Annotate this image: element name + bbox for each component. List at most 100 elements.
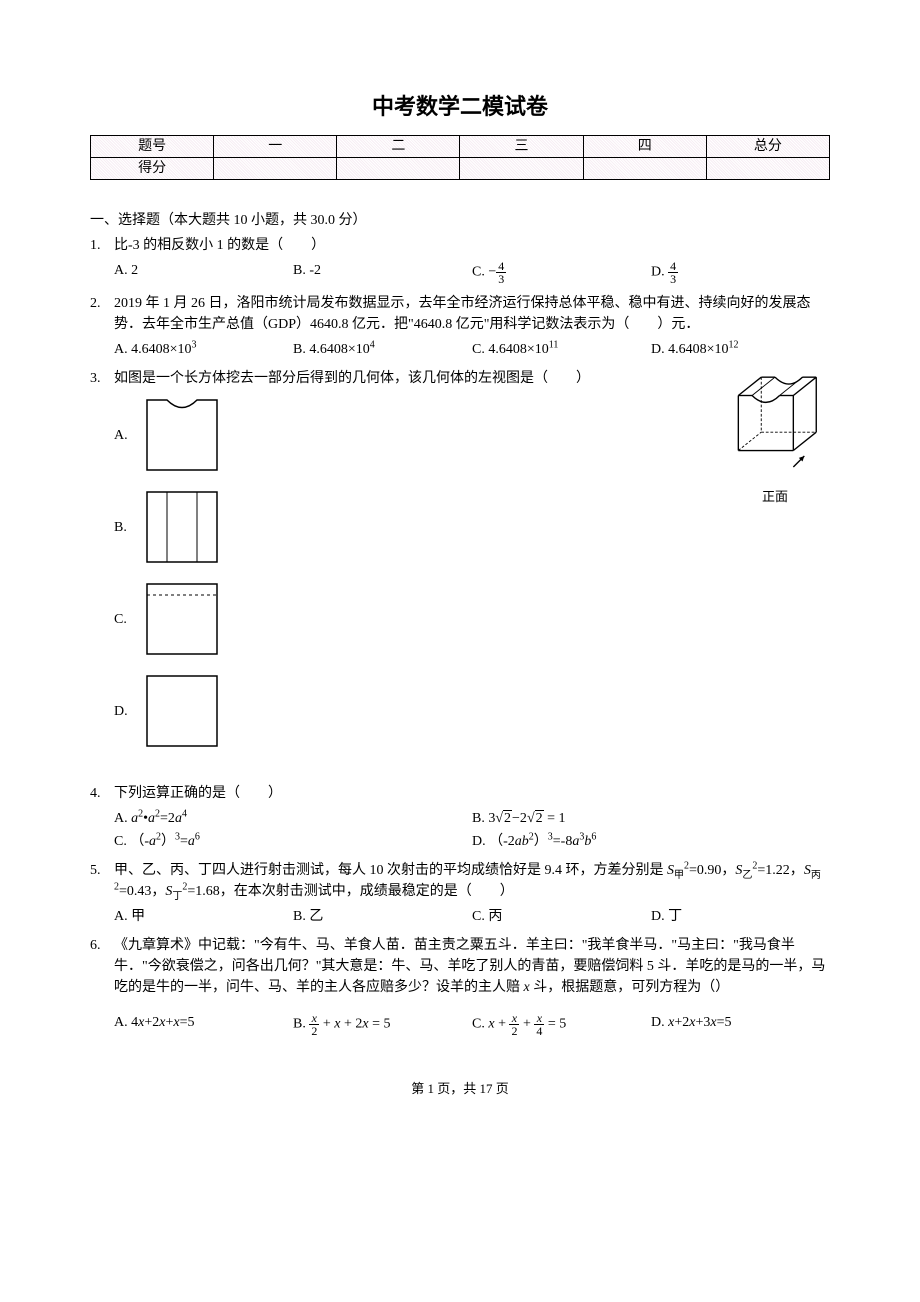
table-cell: 四 — [583, 136, 706, 158]
front-label: 正面 — [720, 487, 830, 507]
table-cell: 总分 — [706, 136, 829, 158]
option-a: A. — [114, 395, 710, 475]
options-row: A. 2 B. -2 C. −43 D. 43 — [114, 260, 830, 285]
table-cell: 一 — [214, 136, 337, 158]
text-content: 2019 年 1 月 26 日，洛阳市统计局发布数据显示，去年全市经济运行保持总… — [114, 296, 811, 332]
text: A. 4 — [114, 1015, 138, 1030]
table-cell — [460, 158, 583, 180]
text: +3 — [695, 1015, 710, 1030]
text: ） — [161, 834, 175, 849]
options-row: A. 4x+2x+x=5 B. x2 + x + 2x = 5 C. x + x… — [114, 1012, 830, 1037]
question-text: 比-3 的相反数小 1 的数是（ ） — [114, 235, 830, 256]
exponent: 3 — [192, 339, 197, 350]
option-d: D. 43 — [651, 260, 830, 285]
option-c: C. −43 — [472, 260, 651, 285]
options-row: A. 甲 B. 乙 C. 丙 D. 丁 — [114, 906, 830, 927]
option-label: C. — [472, 265, 488, 280]
option-c: C. x + x2 + x4 = 5 — [472, 1012, 651, 1037]
question-2: 2. 2019 年 1 月 26 日，洛阳市统计局发布数据显示，去年全市经济运行… — [90, 293, 830, 362]
text: C. — [472, 1017, 488, 1032]
question-text: 甲、乙、丙、丁四人进行射击测试，每人 10 次射击的平均成绩恰好是 9.4 环，… — [114, 860, 830, 902]
question-6: 6. 《九章算术》中记载："今有牛、马、羊食人苗．苗主责之粟五斗．羊主曰："我羊… — [90, 935, 830, 1039]
question-3: 3. 如图是一个长方体挖去一部分后得到的几何体，该几何体的左视图是（ ） A. … — [90, 368, 830, 763]
table-cell: 二 — [337, 136, 460, 158]
radicand: 2 — [535, 810, 544, 826]
var: a — [148, 811, 155, 826]
exponent: 4 — [370, 339, 375, 350]
option-b: B. 4.6408×104 — [293, 339, 472, 360]
question-number: 1. — [90, 235, 114, 287]
fraction: 43 — [668, 260, 678, 285]
sqrt: 2 — [495, 808, 512, 829]
option-text: B. 4.6408×10 — [293, 342, 370, 357]
shape-d-icon — [142, 671, 222, 751]
page-footer: 第 1 页，共 17 页 — [90, 1079, 830, 1099]
sub: 丙 — [811, 870, 821, 881]
page-title: 中考数学二模试卷 — [90, 90, 830, 123]
sub: 乙 — [742, 870, 752, 881]
option-d: D. 4.6408×1012 — [651, 339, 830, 360]
table-cell — [706, 158, 829, 180]
text: + 2 — [340, 1017, 362, 1032]
text: =1.22， — [757, 863, 803, 878]
text: + — [519, 1017, 534, 1032]
text: =0.90， — [689, 863, 735, 878]
text: =-8 — [553, 834, 573, 849]
question-5: 5. 甲、乙、丙、丁四人进行射击测试，每人 10 次射击的平均成绩恰好是 9.4… — [90, 860, 830, 929]
sub: 甲 — [674, 870, 684, 881]
table-cell — [214, 158, 337, 180]
option-text: C. 4.6408×10 — [472, 342, 549, 357]
question-number: 2. — [90, 293, 114, 362]
options-row: A. 4.6408×103 B. 4.6408×104 C. 4.6408×10… — [114, 339, 830, 360]
option-a: A. 2 — [114, 260, 293, 285]
option-c: C. — [114, 579, 710, 659]
table-cell: 三 — [460, 136, 583, 158]
text: =1.68，在本次射击测试中，成绩最稳定的是（ ） — [187, 884, 513, 899]
text: −2 — [512, 811, 527, 826]
shape-a-icon — [142, 395, 222, 475]
table-cell: 得分 — [91, 158, 214, 180]
question-text: 《九章算术》中记载："今有牛、马、羊食人苗．苗主责之粟五斗．羊主曰："我羊食半马… — [114, 935, 830, 998]
fraction: x4 — [534, 1012, 544, 1037]
option-b: B. x2 + x + 2x = 5 — [293, 1012, 472, 1037]
question-number: 3. — [90, 368, 114, 763]
option-a: A. 4.6408×103 — [114, 339, 293, 360]
var: a — [149, 834, 156, 849]
option-a: A. a2•a2=2a4 — [114, 808, 472, 829]
var: a — [175, 811, 182, 826]
shape-b-icon — [142, 487, 222, 567]
option-d: D. x+2x+3x=5 — [651, 1012, 830, 1037]
option-c: C. 4.6408×1011 — [472, 339, 651, 360]
var: S — [667, 863, 674, 878]
option-d: D. （-2ab2）3=-8a3b6 — [472, 831, 830, 852]
question-text: 2019 年 1 月 26 日，洛阳市统计局发布数据显示，去年全市经济运行保持总… — [114, 293, 830, 335]
fraction: x2 — [509, 1012, 519, 1037]
fraction: x2 — [309, 1012, 319, 1037]
text: +2 — [674, 1015, 689, 1030]
option-text: A. 4.6408×10 — [114, 342, 192, 357]
option-a: A. 4x+2x+x=5 — [114, 1012, 293, 1037]
table-cell — [337, 158, 460, 180]
exp: 6 — [591, 831, 596, 842]
shape-c-icon — [142, 579, 222, 659]
text: = 5 — [369, 1017, 391, 1032]
option-c: C. （-a2）3=a6 — [114, 831, 472, 852]
option-text: D. 4.6408×10 — [651, 342, 729, 357]
option-c: C. 丙 — [472, 906, 651, 927]
text: =5 — [180, 1015, 195, 1030]
denominator: 4 — [534, 1025, 544, 1037]
question-number: 6. — [90, 935, 114, 1039]
text: D. （-2 — [472, 834, 515, 849]
text: D. — [651, 1015, 668, 1030]
option-b: B. — [114, 487, 710, 567]
cuboid-figure-icon — [725, 368, 825, 478]
var: S — [804, 863, 811, 878]
var: ab — [515, 834, 529, 849]
exponent: 11 — [549, 339, 559, 350]
sub: 丁 — [172, 891, 182, 902]
score-table: 题号 一 二 三 四 总分 得分 — [90, 135, 830, 180]
question-text: 下列运算正确的是（ ） — [114, 783, 830, 804]
text: +2 — [144, 1015, 159, 1030]
options-grid: A. a2•a2=2a4 B. 32−22 = 1 C. （-a2）3=a6 D… — [114, 808, 830, 854]
var: a — [188, 834, 195, 849]
